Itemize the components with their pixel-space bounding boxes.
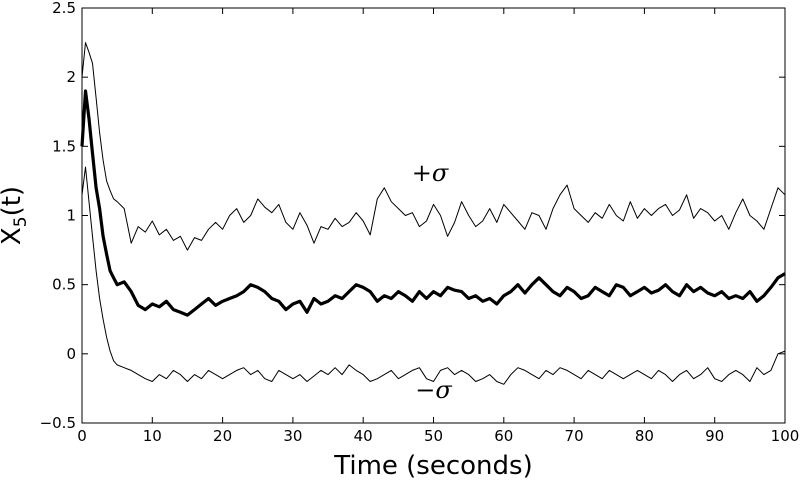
x-tick-label: 10 [143,427,162,445]
series-line-mean [80,89,786,317]
y-tick-label: 2.5 [52,0,76,17]
x-tick-label: 50 [424,427,443,445]
x-tick-label: 100 [771,427,800,445]
y-tick-label: 0.5 [52,276,76,294]
x-tick-label: 60 [494,427,513,445]
y-tick-label: 2 [66,68,76,86]
x-tick-label: 70 [565,427,584,445]
series-line-lower [81,166,786,385]
y-tick-label: 1 [66,207,76,225]
x-tick-label: 20 [213,427,232,445]
y-tick-label: −0.5 [40,414,76,432]
x-tick-label: 30 [283,427,302,445]
y-tick-label: 1.5 [52,137,76,155]
y-axis-label: X5(t) [0,186,31,245]
plot-area [82,8,785,423]
series-layer [80,42,786,385]
annotation-minus-sigma: −σ [415,376,452,404]
series-line-upper [81,42,786,251]
annotations: +σ −σ [412,159,453,404]
x-tick-label: 90 [705,427,724,445]
y-ticks: −0.5 0 0.5 1 1.5 2 2.5 [40,0,785,432]
y-axis-label-sub: 5 [11,216,31,227]
annotation-plus-sigma: +σ [412,159,449,187]
x-tick-label: 0 [77,427,87,445]
y-axis-label-tail: (t) [0,186,27,216]
x-tick-label: 40 [354,427,373,445]
x-tick-label: 80 [635,427,654,445]
x-ticks: 0 10 20 30 40 50 60 70 80 90 100 [77,8,799,445]
y-axis-label-main: X [0,227,27,245]
y-tick-label: 0 [66,345,76,363]
x-axis-label: Time (seconds) [333,451,532,481]
